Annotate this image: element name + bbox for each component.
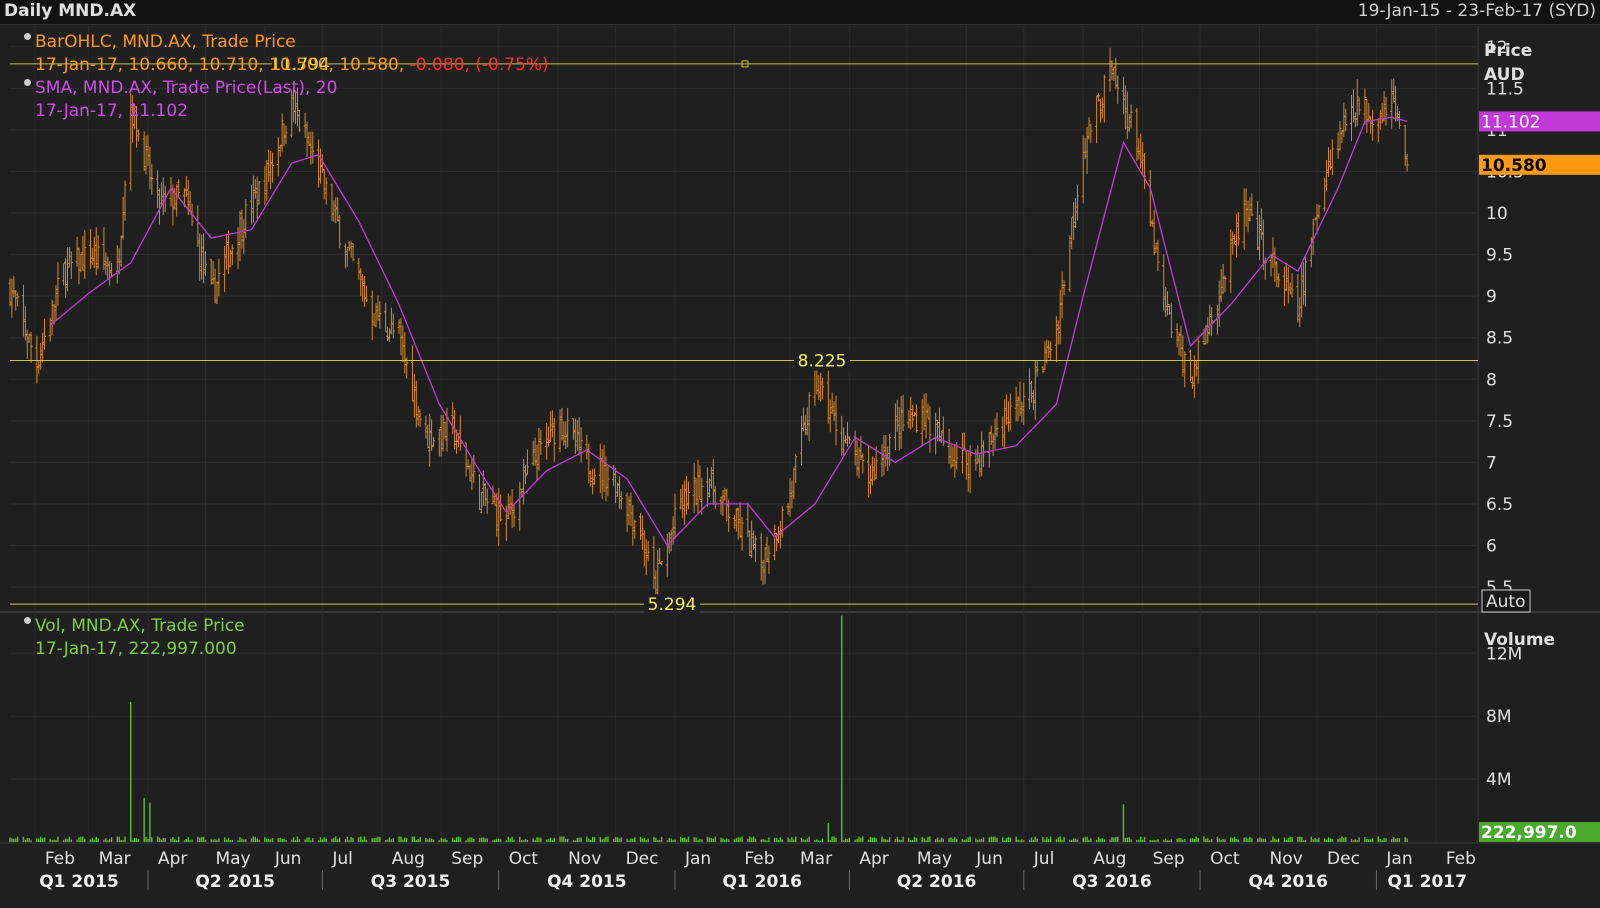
month-label: Oct <box>509 849 539 869</box>
month-label: Sep <box>1153 849 1185 869</box>
bar-legend-values-row: 17-Jan-17, 10.660, 10.710, 10.500, 10.58… <box>24 54 549 77</box>
level-handle-icon <box>741 60 749 68</box>
volume-tick-label: 12M <box>1486 644 1522 664</box>
month-label: Mar <box>800 849 832 869</box>
month-label: Feb <box>1446 849 1476 869</box>
legend-dot-icon[interactable] <box>24 33 31 40</box>
price-tick-label: 7.5 <box>1486 412 1513 432</box>
month-label: Sep <box>451 849 483 869</box>
level-label-bg <box>644 594 700 615</box>
quarter-label: Q1 2016 <box>722 872 802 892</box>
month-label: May <box>215 849 250 869</box>
level-label: 11.794 <box>270 55 329 75</box>
bar-legend-change: -0.080, (-0.75%) <box>409 55 549 75</box>
bar-legend-values: 17-Jan-17, 10.660, 10.710, 10.500, 10.58… <box>35 55 405 75</box>
month-label: Jul <box>331 849 353 869</box>
month-label: Apr <box>859 849 888 869</box>
price-tick-label: 8.5 <box>1486 329 1513 349</box>
month-label: Jul <box>1033 849 1055 869</box>
currency-axis-label: AUD <box>1484 65 1525 85</box>
price-tick-label: 11.5 <box>1486 79 1524 99</box>
volume-tick-label: 4M <box>1486 770 1511 790</box>
price-tick-label: 12 <box>1486 38 1508 58</box>
sma-last-value: 11.102 <box>1481 112 1540 132</box>
level-label: 5.294 <box>648 595 697 615</box>
chart-header: Daily MND.AX 19-Jan-15 - 23-Feb-17 (SYD) <box>0 0 1600 25</box>
volume-legend: Vol, MND.AX, Trade Price 17-Jan-17, 222,… <box>24 615 245 661</box>
volume-last-value: 222,997.0 <box>1481 823 1577 843</box>
sma-last-tag: 11.102 <box>1479 111 1600 132</box>
price-tick-label: 6.5 <box>1486 495 1513 515</box>
month-label: Jan <box>684 849 711 869</box>
legend-dot-icon[interactable] <box>24 617 31 624</box>
month-label: Aug <box>392 849 425 869</box>
bar-legend-row: BarOHLC, MND.AX, Trade Price <box>24 31 549 54</box>
month-label: Jan <box>1385 849 1412 869</box>
sma-legend-title: SMA, MND.AX, Trade Price(Last), 20 <box>35 78 338 98</box>
month-label: Feb <box>45 849 75 869</box>
quarter-label: Q2 2016 <box>897 872 977 892</box>
volume-last-tag: 222,997.0 <box>1479 822 1600 843</box>
month-label: Jun <box>975 849 1003 869</box>
price-tick-label: 8 <box>1486 370 1497 390</box>
auto-scale-label: Auto <box>1486 592 1525 612</box>
quarter-label: Q1 2015 <box>39 872 119 892</box>
quarter-label: Q1 2017 <box>1387 872 1467 892</box>
volume-legend-values-row: 17-Jan-17, 222,997.000 <box>24 638 245 661</box>
quarter-label: Q4 2016 <box>1249 872 1329 892</box>
level-label-bg <box>794 350 850 371</box>
chart-title: Daily MND.AX <box>4 1 137 21</box>
legend-dot-icon[interactable] <box>24 79 31 86</box>
quarter-label: Q4 2015 <box>547 872 627 892</box>
volume-panel <box>10 614 1478 842</box>
auto-scale-button[interactable]: Auto <box>1481 589 1531 613</box>
price-tick-label: 9.5 <box>1486 246 1513 266</box>
price-last-tag: 10.580 <box>1479 154 1600 176</box>
price-tick-label: 6 <box>1486 537 1497 557</box>
level-label: 8.225 <box>798 352 847 372</box>
level-label-bg <box>272 53 328 74</box>
month-label: Jun <box>274 849 302 869</box>
price-legend: BarOHLC, MND.AX, Trade Price 17-Jan-17, … <box>24 31 549 123</box>
bar-legend-title: BarOHLC, MND.AX, Trade Price <box>35 32 296 52</box>
quarter-label: Q2 2015 <box>195 872 275 892</box>
sma-line <box>49 116 1408 547</box>
date-range: 19-Jan-15 - 23-Feb-17 (SYD) <box>1357 1 1596 21</box>
quarter-label: Q3 2015 <box>371 872 451 892</box>
quarter-label: Q3 2016 <box>1072 872 1152 892</box>
sma-legend-row: SMA, MND.AX, Trade Price(Last), 20 <box>24 77 549 100</box>
volume-tick-label: 8M <box>1486 707 1511 727</box>
month-label: Nov <box>568 849 601 869</box>
price-last-value: 10.580 <box>1481 156 1547 176</box>
month-label: Apr <box>158 849 187 869</box>
month-label: Oct <box>1210 849 1240 869</box>
volume-legend-row: Vol, MND.AX, Trade Price <box>24 615 245 638</box>
sma-legend-values-row: 17-Jan-17, 11.102 <box>24 100 549 123</box>
volume-legend-title: Vol, MND.AX, Trade Price <box>35 616 245 636</box>
price-panel <box>10 26 1478 612</box>
price-tick-label: 9 <box>1486 287 1497 307</box>
month-label: Dec <box>1327 849 1360 869</box>
price-tick-label: 10 <box>1486 204 1508 224</box>
price-tick-label: 7 <box>1486 453 1497 473</box>
month-label: Nov <box>1270 849 1303 869</box>
sma-legend-values: 17-Jan-17, 11.102 <box>35 101 188 121</box>
month-label: May <box>917 849 952 869</box>
price-axis-label: Price <box>1484 41 1532 61</box>
month-label: Feb <box>744 849 774 869</box>
volume-axis-label: Volume <box>1484 630 1555 650</box>
month-label: Dec <box>626 849 659 869</box>
month-label: Mar <box>99 849 131 869</box>
volume-legend-values: 17-Jan-17, 222,997.000 <box>35 639 237 659</box>
month-label: Aug <box>1093 849 1126 869</box>
